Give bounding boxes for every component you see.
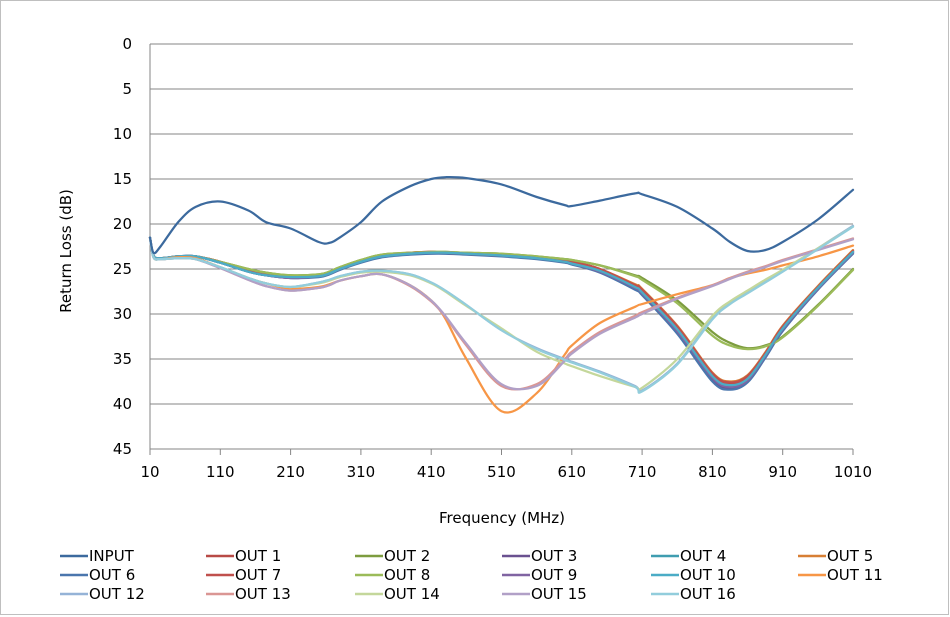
series-lines <box>148 175 855 414</box>
legend-label: OUT 12 <box>89 585 145 603</box>
y-tick-label: 0 <box>122 35 132 53</box>
series-line-input <box>148 175 855 255</box>
legend-item-out-10: OUT 10 <box>651 566 736 584</box>
legend-label: OUT 1 <box>235 547 281 565</box>
y-tick-label: 5 <box>122 80 132 98</box>
y-tick-label: 25 <box>113 260 132 278</box>
legend-item-out-3: OUT 3 <box>502 547 577 565</box>
legend-item-out-12: OUT 12 <box>60 585 145 603</box>
legend-label: OUT 14 <box>384 585 440 603</box>
x-tick-label: 610 <box>557 463 586 481</box>
legend-label: OUT 4 <box>680 547 726 565</box>
series-line-out-13 <box>148 236 855 391</box>
series-line-out-3 <box>148 236 855 389</box>
x-tick-label: 1010 <box>834 463 872 481</box>
legend-item-out-2: OUT 2 <box>355 547 430 565</box>
legend-label: OUT 7 <box>235 566 281 584</box>
x-tick-label: 210 <box>276 463 305 481</box>
legend-item-out-5: OUT 5 <box>798 547 873 565</box>
series-line-out-15 <box>148 236 855 391</box>
series-line-out-16 <box>148 225 855 394</box>
x-tick-label: 10 <box>140 463 159 481</box>
x-tick-label: 510 <box>487 463 516 481</box>
legend-item-out-16: OUT 16 <box>651 585 736 603</box>
x-tick-label: 710 <box>628 463 657 481</box>
grid-lines <box>150 43 853 450</box>
legend-item-out-6: OUT 6 <box>60 566 135 584</box>
x-tick-label: 110 <box>206 463 235 481</box>
series-line-out-1 <box>148 236 855 386</box>
series-line-out-4 <box>148 236 855 388</box>
legend-label: OUT 8 <box>384 566 430 584</box>
y-tick-label: 35 <box>113 350 132 368</box>
legend-label: INPUT <box>89 547 135 565</box>
x-tick-label: 410 <box>417 463 446 481</box>
legend-item-out-1: OUT 1 <box>206 547 281 565</box>
y-tick-label: 15 <box>113 170 132 188</box>
y-tick-label: 30 <box>113 305 132 323</box>
series-line-out-10 <box>148 236 855 387</box>
x-tick-label: 810 <box>698 463 727 481</box>
legend-label: OUT 15 <box>531 585 587 603</box>
legend-item-out-11: OUT 11 <box>798 566 883 584</box>
legend-label: OUT 6 <box>89 566 135 584</box>
y-tick-label: 20 <box>113 215 132 233</box>
legend: INPUT OUT 1 OUT 2 OUT 3 OUT 4 OUT 5 OUT 6 OUT 7… <box>60 547 883 603</box>
legend-label: OUT 2 <box>384 547 430 565</box>
legend-item-out-14: OUT 14 <box>355 585 440 603</box>
legend-label: OUT 9 <box>531 566 577 584</box>
legend-item-out-9: OUT 9 <box>502 566 577 584</box>
legend-item-out-13: OUT 13 <box>206 585 291 603</box>
x-axis-title: Frequency (MHz) <box>439 509 565 527</box>
legend-label: OUT 5 <box>827 547 873 565</box>
y-tick-label: 10 <box>113 125 132 143</box>
legend-label: OUT 3 <box>531 547 577 565</box>
y-axis-title: Return Loss (dB) <box>57 189 75 313</box>
legend-item-out-4: OUT 4 <box>651 547 726 565</box>
legend-item-input: INPUT <box>60 547 135 565</box>
legend-label: OUT 10 <box>680 566 736 584</box>
series-line-out-7 <box>148 236 855 384</box>
series-line-out-5 <box>148 236 855 383</box>
y-tick-label: 40 <box>113 395 132 413</box>
y-tick-label: 45 <box>113 440 132 458</box>
legend-item-out-15: OUT 15 <box>502 585 587 603</box>
legend-label: OUT 16 <box>680 585 736 603</box>
legend-item-out-7: OUT 7 <box>206 566 281 584</box>
legend-item-out-8: OUT 8 <box>355 566 430 584</box>
series-line-out-9 <box>148 236 855 389</box>
legend-label: OUT 13 <box>235 585 291 603</box>
x-tick-label: 910 <box>768 463 797 481</box>
x-tick-label: 310 <box>347 463 376 481</box>
legend-label: OUT 11 <box>827 566 883 584</box>
